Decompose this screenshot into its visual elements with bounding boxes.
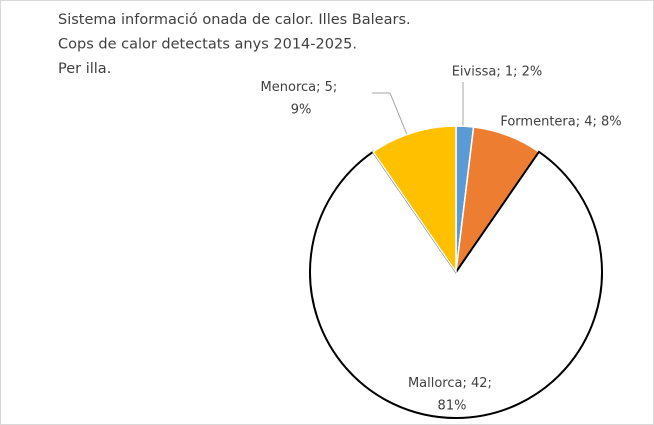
data-label: Mallorca; 42; 81% (408, 376, 496, 414)
pie-slice (309, 150, 603, 419)
chart-title: Sistema informació onada de calor. Illes… (58, 12, 411, 28)
data-label: Eivissa; 1; 2% (452, 65, 543, 80)
chart-title: Per illa. (58, 61, 111, 77)
data-label: Formentera; 4; 8% (500, 115, 621, 130)
leader-line (372, 92, 409, 138)
data-label: Menorca; 5; 9% (261, 80, 342, 118)
chart-title: Cops de calor detectats anys 2014-2025. (58, 37, 357, 53)
pie-slice (372, 125, 457, 275)
